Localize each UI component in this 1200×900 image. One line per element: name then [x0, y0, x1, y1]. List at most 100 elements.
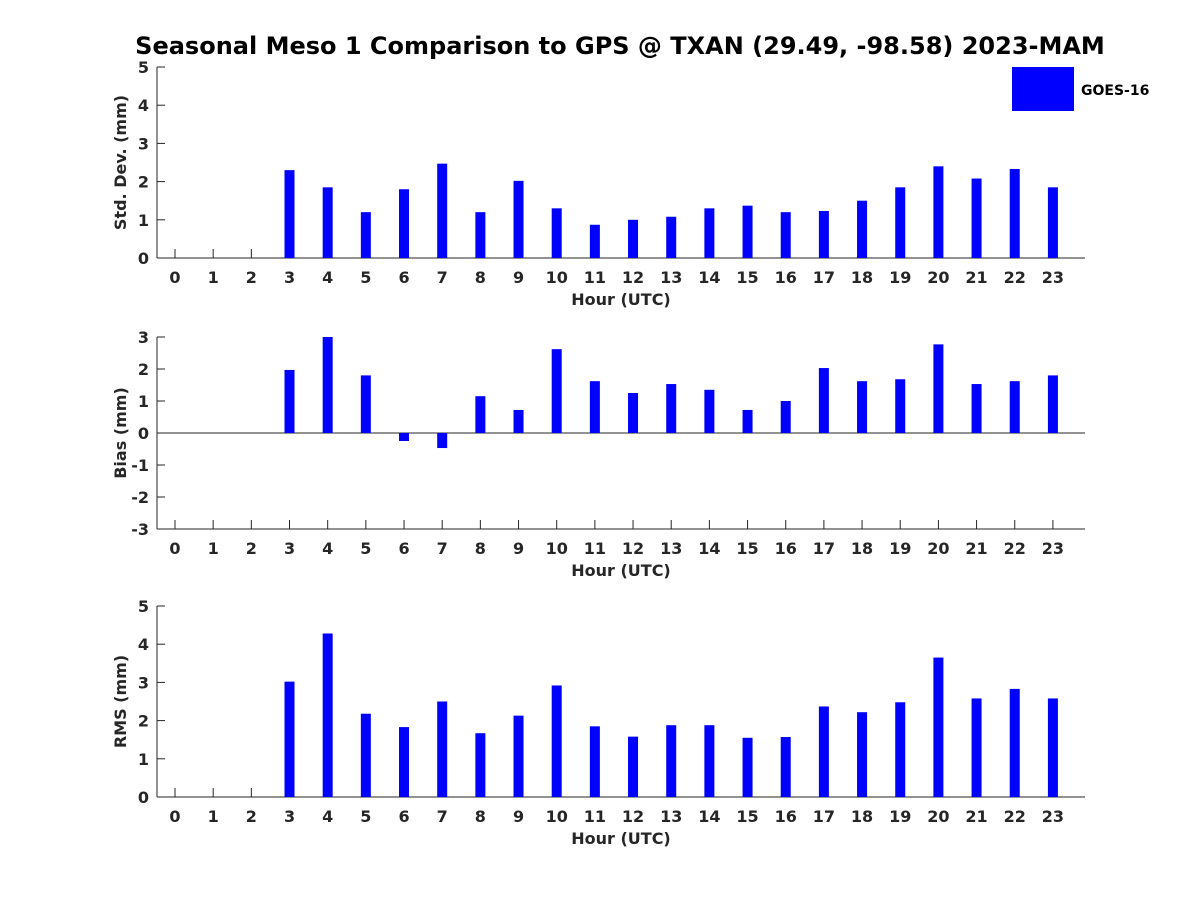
rms-x-tick-label: 22 [1004, 807, 1026, 826]
bias-x-tick-label: 18 [851, 539, 873, 558]
std-dev-bar-hour-15 [742, 205, 753, 258]
rms-x-tick-label: 5 [360, 807, 371, 826]
std-dev-bar-hour-9 [513, 180, 524, 258]
bias-x-tick-label: 5 [360, 539, 371, 558]
rms-x-tick-label: 12 [622, 807, 644, 826]
legend-label: GOES-16 [1081, 83, 1149, 99]
bias-x-tick-label: 4 [322, 539, 333, 558]
std-dev-x-tick-label: 17 [813, 268, 835, 287]
std-dev-y-tick-label: 4 [138, 96, 149, 115]
rms-y-tick-label: 5 [138, 597, 149, 616]
bias-bar-hour-18 [857, 381, 868, 433]
rms-bar-hour-5 [360, 713, 371, 797]
rms-bar-hour-6 [399, 727, 410, 797]
std-dev-y-tick-label: 5 [138, 58, 149, 77]
std-dev-x-tick-label: 11 [584, 268, 606, 287]
rms-bar-hour-12 [628, 736, 639, 797]
rms-x-axis-label: Hour (UTC) [571, 829, 671, 848]
std-dev-x-tick-label: 12 [622, 268, 644, 287]
rms-x-tick-label: 1 [208, 807, 219, 826]
rms-bar-hour-7 [437, 701, 448, 797]
rms-y-tick-label: 1 [138, 750, 149, 769]
bias-x-tick-label: 23 [1042, 539, 1064, 558]
bias-x-tick-label: 0 [169, 539, 180, 558]
rms-x-tick-label: 21 [965, 807, 987, 826]
std-dev-bar-hour-8 [475, 212, 486, 258]
rms-x-tick-label: 10 [546, 807, 568, 826]
rms-x-tick-label: 16 [775, 807, 797, 826]
std-dev-bar-hour-5 [360, 212, 371, 258]
std-dev-x-tick-label: 2 [246, 268, 257, 287]
bias-y-tick-label: -1 [131, 456, 149, 475]
rms-y-tick-label: 3 [138, 673, 149, 692]
std-dev-x-tick-label: 14 [698, 268, 720, 287]
bias-bar-hour-15 [742, 409, 753, 433]
bias-bar-hour-4 [322, 337, 333, 433]
rms-y-tick-label: 0 [138, 788, 149, 807]
std-dev-x-tick-label: 15 [736, 268, 758, 287]
rms-x-tick-label: 0 [169, 807, 180, 826]
bias-x-tick-label: 2 [246, 539, 257, 558]
std-dev-x-tick-label: 19 [889, 268, 911, 287]
bias-bar-hour-12 [628, 393, 639, 433]
rms-x-tick-label: 9 [513, 807, 524, 826]
rms-x-tick-label: 18 [851, 807, 873, 826]
rms-bar-hour-17 [818, 706, 829, 797]
std-dev-x-tick-label: 5 [360, 268, 371, 287]
rms-bar-hour-9 [513, 715, 524, 797]
std-dev-x-tick-label: 4 [322, 268, 333, 287]
std-dev-bar-hour-23 [1047, 187, 1058, 258]
rms-x-tick-label: 17 [813, 807, 835, 826]
rms-x-tick-label: 20 [927, 807, 949, 826]
std-dev-x-tick-label: 1 [208, 268, 219, 287]
rms-y-axis-label: RMS (mm) [111, 655, 130, 748]
bias-x-tick-label: 15 [736, 539, 758, 558]
rms-x-tick-label: 2 [246, 807, 257, 826]
rms-x-tick-label: 11 [584, 807, 606, 826]
std-dev-bar-hour-11 [589, 224, 600, 258]
std-dev-y-tick-label: 1 [138, 211, 149, 230]
std-dev-x-tick-label: 10 [546, 268, 568, 287]
std-dev-bar-hour-12 [628, 219, 639, 258]
bias-bar-hour-11 [589, 381, 600, 433]
bias-x-tick-label: 10 [546, 539, 568, 558]
std-dev-x-tick-label: 21 [965, 268, 987, 287]
std-dev-x-tick-label: 20 [927, 268, 949, 287]
rms-bar-hour-4 [322, 633, 333, 797]
std-dev-x-tick-label: 9 [513, 268, 524, 287]
bias-x-tick-label: 9 [513, 539, 524, 558]
std-dev-x-tick-label: 23 [1042, 268, 1064, 287]
bias-bar-hour-14 [704, 389, 715, 433]
rms-bar-hour-15 [742, 737, 753, 797]
bias-bar-hour-20 [933, 344, 944, 433]
legend-swatch [1012, 67, 1074, 111]
legend: GOES-16 [1012, 67, 1149, 111]
bias-bar-hour-23 [1047, 375, 1058, 433]
bias-bar-hour-17 [818, 368, 829, 433]
rms-x-tick-label: 19 [889, 807, 911, 826]
std-dev-bar-hour-16 [780, 212, 791, 258]
rms-bar-hour-14 [704, 725, 715, 797]
rms-bar-hour-13 [666, 725, 677, 797]
bias-x-tick-label: 7 [437, 539, 448, 558]
bias-x-tick-label: 8 [475, 539, 486, 558]
bias-y-tick-label: 3 [138, 328, 149, 347]
bias-x-tick-label: 22 [1004, 539, 1026, 558]
std-dev-x-axis-label: Hour (UTC) [571, 290, 671, 309]
std-dev-bar-hour-20 [933, 166, 944, 258]
bias-bar-hour-19 [895, 379, 906, 433]
std-dev-bar-hour-7 [437, 163, 448, 258]
rms-bar-hour-19 [895, 702, 906, 797]
std-dev-bar-hour-22 [1009, 168, 1020, 258]
bias-x-tick-label: 3 [284, 539, 295, 558]
bias-x-tick-label: 13 [660, 539, 682, 558]
bias-x-tick-label: 20 [927, 539, 949, 558]
std-dev-bar-hour-19 [895, 187, 906, 258]
std-dev-x-tick-label: 0 [169, 268, 180, 287]
rms-bar-hour-22 [1009, 688, 1020, 797]
rms-x-tick-label: 15 [736, 807, 758, 826]
rms-y-tick-label: 4 [138, 635, 149, 654]
